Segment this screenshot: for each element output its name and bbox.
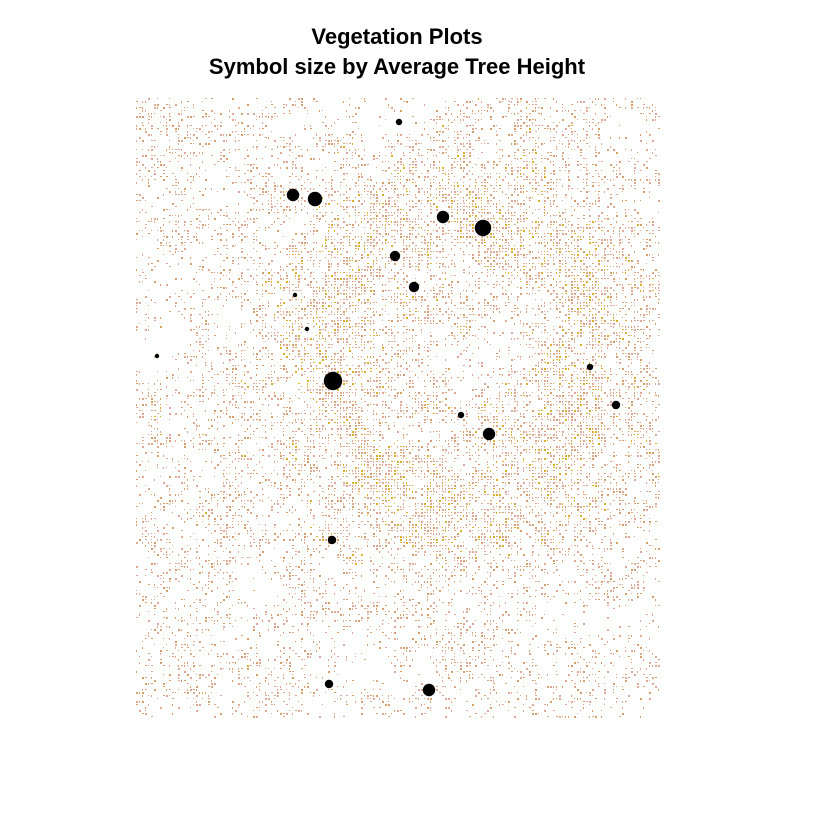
plot-point-3 (307, 191, 323, 207)
plot-point-11 (323, 371, 343, 391)
raster-cells-high (154, 98, 660, 694)
plot-subtitle: Symbol size by Average Tree Height (208, 54, 586, 79)
plot-point-7 (408, 281, 420, 293)
plot-point-9 (304, 326, 310, 332)
plot-point-15 (482, 427, 496, 441)
plot-point-4 (436, 210, 450, 224)
plot-points (154, 118, 621, 697)
plot-point-17 (324, 679, 334, 689)
plot-point-13 (611, 400, 621, 410)
plot-point-8 (292, 292, 298, 298)
plot-point-12 (586, 363, 594, 371)
plot-point-5 (474, 219, 492, 237)
plot-point-14 (457, 411, 465, 419)
plot-point-16 (327, 535, 337, 545)
raster-cells-mid (136, 98, 660, 718)
plot-point-18 (422, 683, 436, 697)
plot-point-1 (395, 118, 403, 126)
canopy-raster (136, 98, 660, 718)
plot-point-2 (286, 188, 300, 202)
raster-cells-low (136, 98, 660, 718)
plot-title: Vegetation Plots (311, 24, 483, 49)
plot-point-6 (389, 250, 401, 262)
plot-title-block: Vegetation Plots Symbol size by Average … (0, 22, 794, 82)
plot-point-10 (154, 353, 160, 359)
